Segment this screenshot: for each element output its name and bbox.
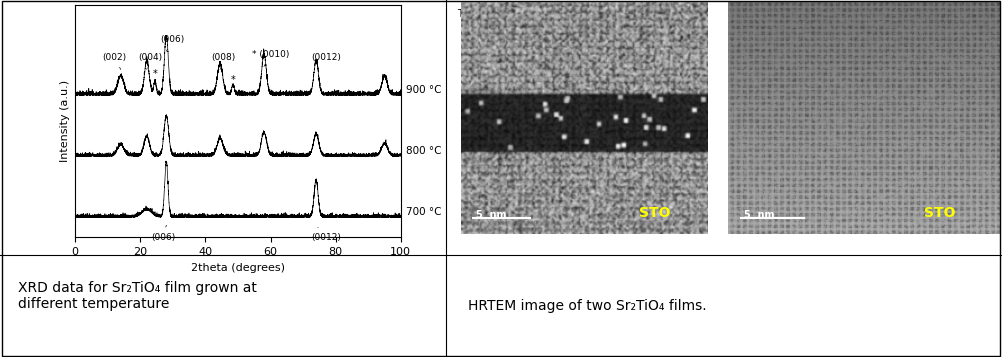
Text: 5  nm: 5 nm [744,210,775,220]
Y-axis label: Intensity (a.u.): Intensity (a.u.) [59,80,69,162]
Text: (008): (008) [211,53,235,70]
Text: T$_g$=900 C
after 950 annealing substrate: T$_g$=900 C after 950 annealing substrat… [729,7,876,34]
Text: 800 °C: 800 °C [406,146,441,156]
X-axis label: 2theta (degrees): 2theta (degrees) [191,263,285,273]
Text: T$_g$=850 C without substrate anneal: T$_g$=850 C without substrate anneal [457,7,630,22]
Text: (0012): (0012) [311,53,341,67]
Text: (002): (002) [102,53,126,70]
Text: (006): (006) [160,35,185,51]
Text: 5  nm: 5 nm [476,210,506,220]
Text: (0012): (0012) [311,227,341,242]
Text: *: * [230,75,235,85]
Text: STO: STO [638,206,670,220]
Text: * (0010): * (0010) [252,50,290,66]
Text: HRTEM image of two Sr₂TiO₄ films.: HRTEM image of two Sr₂TiO₄ films. [468,299,706,313]
Text: STO: STO [924,206,955,220]
Text: (006): (006) [151,225,175,242]
Text: 700 °C: 700 °C [406,207,441,217]
Text: (004): (004) [138,53,162,70]
Text: XRD data for Sr₂TiO₄ film grown at
different temperature: XRD data for Sr₂TiO₄ film grown at diffe… [18,281,257,311]
Text: *: * [152,69,157,79]
Text: 900 °C: 900 °C [406,85,441,95]
